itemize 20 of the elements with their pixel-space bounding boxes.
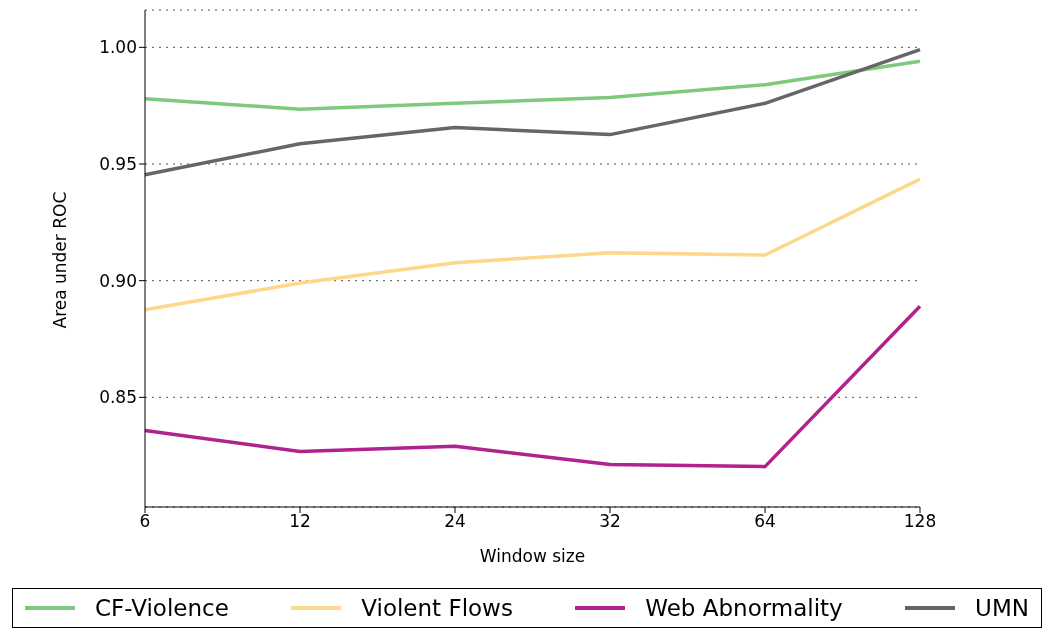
legend-label: Violent Flows xyxy=(361,595,513,621)
legend-label: Web Abnormality xyxy=(645,595,843,621)
y-tick-label: 0.95 xyxy=(99,154,137,175)
x-tick-label: 32 xyxy=(599,511,621,532)
y-tick-label: 0.85 xyxy=(99,387,137,408)
legend-label: UMN xyxy=(975,595,1029,621)
y-axis-title: Area under ROC xyxy=(50,191,71,329)
line-series xyxy=(143,177,922,312)
line-series xyxy=(143,47,922,177)
legend-label: CF-Violence xyxy=(95,595,229,621)
x-tick-label: 64 xyxy=(754,511,776,532)
y-tick-label: 0.90 xyxy=(99,270,137,291)
x-axis-title: Window size xyxy=(479,546,586,566)
x-tick-label: 128 xyxy=(903,511,937,532)
line-series xyxy=(143,304,922,469)
y-tick-label: 1.00 xyxy=(99,37,137,58)
x-tick-label: 6 xyxy=(139,511,151,532)
line-series xyxy=(143,59,922,111)
x-tick-label: 24 xyxy=(444,511,466,532)
x-tick-label: 12 xyxy=(289,511,311,532)
